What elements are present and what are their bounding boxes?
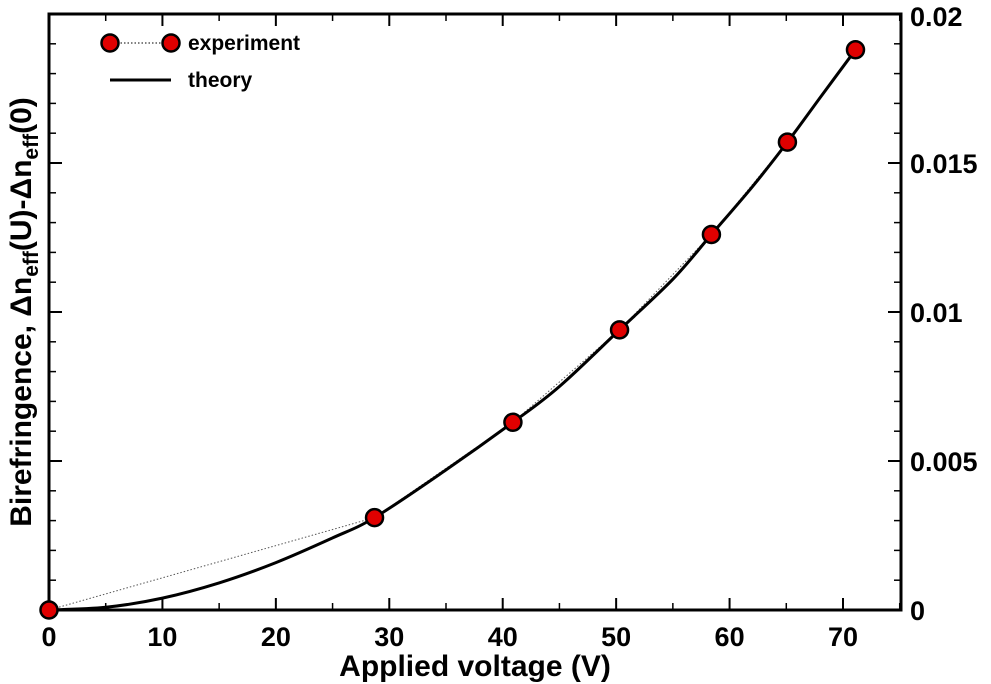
legend-experiment-label: experiment	[188, 32, 300, 55]
legend-experiment-marker	[161, 33, 181, 53]
experiment-point	[39, 600, 59, 620]
x-tick-label: 10	[147, 622, 177, 652]
y-tick-label: 0.005	[910, 447, 978, 477]
experiment-dotted-line	[48, 49, 856, 611]
legend-experiment-marker	[100, 33, 120, 53]
legend-theory-label: theory	[188, 69, 253, 92]
y-axis-title: Birefringence, Δneff(U)-Δneff(0)	[5, 97, 43, 527]
y-tick-label: 0.015	[910, 149, 978, 179]
axis-ticks: 0 10 20 30 40 50 60 70 0 0.005 0.01 0.015 0.02	[41, 2, 977, 652]
x-tick-label: 30	[374, 622, 404, 652]
experiment-point	[777, 132, 798, 152]
x-tick-label: 40	[488, 622, 518, 652]
x-tick-label: 20	[261, 622, 291, 652]
y-tick-label: 0.01	[910, 298, 963, 328]
x-tick-label: 60	[715, 622, 745, 652]
x-tick-label: 0	[41, 622, 56, 652]
plot-frame	[47, 12, 903, 612]
y-tick-label: 0.02	[910, 2, 963, 32]
series-layer	[39, 40, 866, 620]
x-tick-label: 70	[828, 622, 858, 652]
experiment-point	[701, 224, 722, 245]
legend: experiment theory	[100, 32, 300, 92]
experiment-point	[364, 507, 385, 528]
experiment-point	[609, 320, 630, 340]
theory-curve	[48, 48, 857, 612]
experiment-point	[503, 412, 523, 433]
experiment-point	[845, 40, 866, 60]
y-tick-label: 0	[910, 596, 925, 626]
x-tick-label: 50	[601, 622, 631, 652]
x-axis-title: Applied voltage (V)	[339, 650, 611, 683]
